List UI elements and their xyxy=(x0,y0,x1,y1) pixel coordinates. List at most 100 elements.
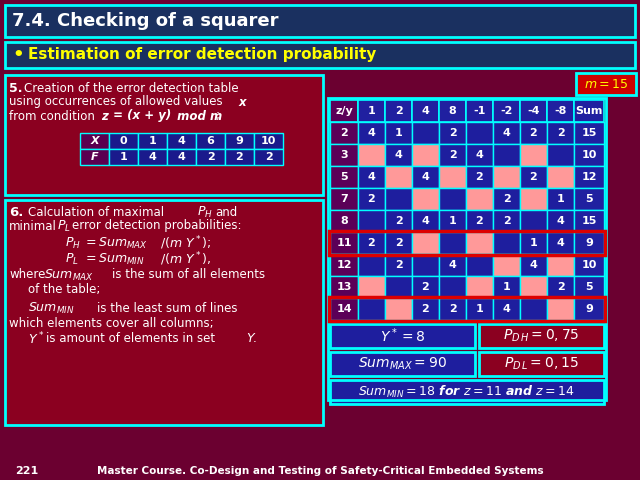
Text: 4: 4 xyxy=(557,216,564,226)
Text: 2: 2 xyxy=(367,238,376,248)
Bar xyxy=(385,188,412,210)
Text: 2: 2 xyxy=(264,152,273,162)
Bar xyxy=(330,166,358,188)
Text: $/ (m\ Y^*),$: $/ (m\ Y^*),$ xyxy=(160,250,212,268)
Bar xyxy=(520,166,547,188)
Text: is the sum of all elements: is the sum of all elements xyxy=(112,268,265,281)
Bar xyxy=(439,166,466,188)
Bar xyxy=(385,210,412,232)
Bar xyxy=(138,133,167,149)
Text: 2: 2 xyxy=(449,304,456,314)
Text: 6: 6 xyxy=(207,136,214,146)
Text: $Y^*$: $Y^*$ xyxy=(28,331,44,348)
Bar xyxy=(466,254,493,276)
Bar xyxy=(466,298,493,320)
Text: Calculation of maximal: Calculation of maximal xyxy=(28,205,164,218)
Text: 4: 4 xyxy=(422,106,429,116)
Text: using occurrences of allowed values: using occurrences of allowed values xyxy=(9,96,223,108)
Text: 4: 4 xyxy=(529,260,538,270)
Bar xyxy=(412,122,439,144)
Text: 4: 4 xyxy=(422,216,429,226)
Text: 4: 4 xyxy=(422,172,429,182)
Text: x: x xyxy=(238,96,246,108)
Text: 5: 5 xyxy=(585,194,593,204)
Bar xyxy=(466,232,493,254)
Bar xyxy=(577,74,635,94)
Bar xyxy=(329,231,605,255)
Bar xyxy=(385,232,412,254)
Text: 5.: 5. xyxy=(9,82,22,95)
Bar xyxy=(547,100,574,122)
Text: 0: 0 xyxy=(120,136,127,146)
Text: -1: -1 xyxy=(474,106,486,116)
Bar xyxy=(439,276,466,298)
Bar xyxy=(330,122,358,144)
Text: 15: 15 xyxy=(581,128,596,138)
Bar xyxy=(439,188,466,210)
Bar xyxy=(466,166,493,188)
Bar xyxy=(412,254,439,276)
Bar xyxy=(547,298,574,320)
Text: $P_L$: $P_L$ xyxy=(65,252,79,266)
Bar xyxy=(479,324,604,348)
Bar xyxy=(412,232,439,254)
Bar xyxy=(574,210,604,232)
Bar xyxy=(574,276,604,298)
Text: 9: 9 xyxy=(585,304,593,314)
Bar xyxy=(167,149,196,165)
Text: 1: 1 xyxy=(476,304,483,314)
Text: 2: 2 xyxy=(530,172,538,182)
Bar xyxy=(385,254,412,276)
Text: 1: 1 xyxy=(502,282,510,292)
Bar xyxy=(358,254,385,276)
Bar xyxy=(5,42,635,68)
Text: of the table;: of the table; xyxy=(28,284,100,297)
Bar xyxy=(547,122,574,144)
Bar xyxy=(412,100,439,122)
Text: 6.: 6. xyxy=(9,205,24,218)
Text: 12: 12 xyxy=(581,172,596,182)
Bar xyxy=(412,144,439,166)
Bar xyxy=(109,149,138,165)
Bar xyxy=(109,133,138,149)
Bar xyxy=(412,166,439,188)
Text: 2: 2 xyxy=(422,282,429,292)
Text: 4: 4 xyxy=(502,304,511,314)
Bar xyxy=(5,200,323,425)
Bar xyxy=(328,98,606,400)
Text: $Sum_{MIN}$: $Sum_{MIN}$ xyxy=(28,300,74,315)
Bar xyxy=(254,149,283,165)
Text: 1: 1 xyxy=(395,128,403,138)
Bar xyxy=(385,100,412,122)
Bar xyxy=(439,122,466,144)
Bar xyxy=(439,298,466,320)
Text: = (x + y): = (x + y) xyxy=(109,109,172,122)
Text: 7.4. Checking of a squarer: 7.4. Checking of a squarer xyxy=(12,12,278,30)
Text: 2: 2 xyxy=(449,150,456,160)
Bar xyxy=(330,254,358,276)
Text: 2: 2 xyxy=(207,152,214,162)
Bar xyxy=(254,133,283,149)
Bar xyxy=(439,210,466,232)
Bar xyxy=(412,298,439,320)
Bar xyxy=(196,133,225,149)
Bar xyxy=(574,166,604,188)
Bar xyxy=(412,276,439,298)
Text: 4: 4 xyxy=(502,128,511,138)
Bar xyxy=(520,144,547,166)
Bar xyxy=(493,298,520,320)
Bar xyxy=(466,210,493,232)
Text: from condition: from condition xyxy=(9,109,95,122)
Bar xyxy=(330,298,358,320)
Bar xyxy=(520,254,547,276)
Bar xyxy=(5,5,635,37)
Bar xyxy=(574,122,604,144)
Bar xyxy=(439,144,466,166)
Text: 1: 1 xyxy=(120,152,127,162)
Text: -4: -4 xyxy=(527,106,540,116)
Text: X: X xyxy=(90,136,99,146)
Bar xyxy=(493,100,520,122)
Bar xyxy=(385,144,412,166)
Bar xyxy=(0,462,640,480)
Bar xyxy=(493,254,520,276)
